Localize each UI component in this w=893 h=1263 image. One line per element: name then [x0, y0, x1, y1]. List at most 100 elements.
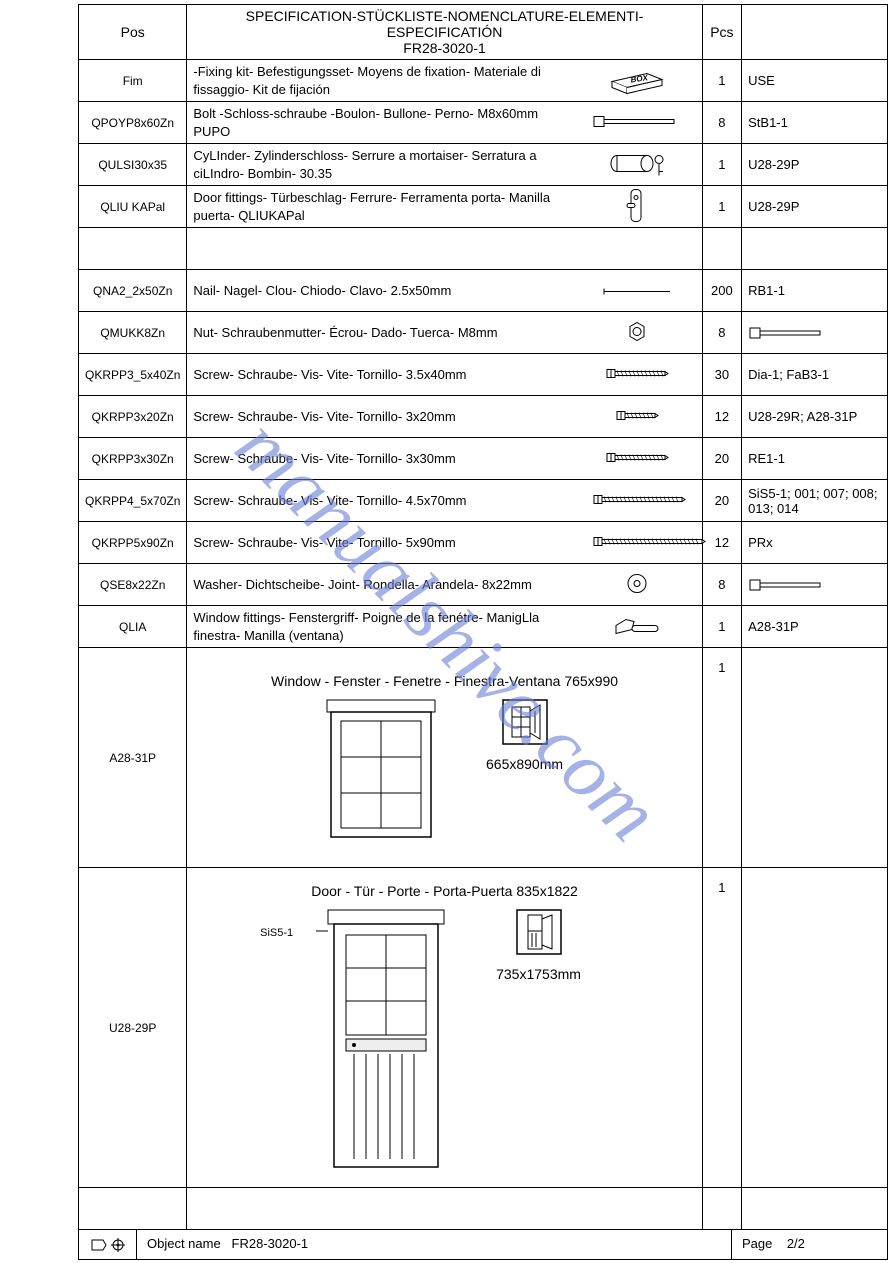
cell-ref-td: SiS5-1; 001; 007; 008; 013; 014 — [742, 480, 888, 522]
part-icon — [592, 149, 682, 180]
part-icon — [592, 283, 682, 298]
cell-ref: RB1-1 — [748, 283, 785, 298]
cell-ref: U28-29P — [748, 199, 799, 214]
header-title: SPECIFICATION-STÜCKLISTE-NOMENCLATURE-EL… — [187, 5, 702, 60]
cell-ref: RE1-1 — [748, 451, 785, 466]
cell-desc: Screw- Schraube- Vis- Vite- Tornillo- 3x… — [187, 438, 702, 480]
header-title-line2: FR28-3020-1 — [193, 40, 695, 56]
door-dim: 735x1753mm — [496, 966, 581, 982]
footer-icons — [79, 1230, 137, 1259]
table-row: QKRPP3x30ZnScrew- Schraube- Vis- Vite- T… — [79, 438, 888, 480]
footer-page-value: 2/2 — [787, 1236, 805, 1251]
cell-pcs: 8 — [702, 102, 741, 144]
window-drawing-icon — [326, 699, 436, 842]
table-row: Fim-Fixing kit- Befestigungsset- Moyens … — [79, 60, 888, 102]
window-content: 665x890mm — [193, 699, 695, 842]
cell-pcs: 20 — [702, 438, 741, 480]
cell-desc-text: Nut- Schraubenmutter- Écrou- Dado- Tuerc… — [193, 324, 497, 342]
door-pcs: 1 — [702, 868, 741, 1188]
window-thumb-block: 665x890mm — [486, 699, 563, 772]
cell-pcs: 12 — [702, 396, 741, 438]
cell-desc-text: -Fixing kit- Befestigungsset- Moyens de … — [193, 63, 563, 98]
cell-desc: Screw- Schraube- Vis- Vite- Tornillo- 3x… — [187, 396, 702, 438]
cell-desc: Washer- Dichtscheibe- Joint- Rondella- A… — [187, 564, 702, 606]
door-thumb-block: 735x1753mm — [496, 909, 581, 982]
cell-pcs: 8 — [702, 312, 741, 354]
cell-ref-td: StB1-1 — [742, 102, 888, 144]
door-side-label: SiS5-1 — [260, 927, 293, 939]
cell-pos: QULSI30x35 — [79, 144, 187, 186]
cell-ref-td — [742, 312, 888, 354]
door-row: U28-29P Door - Tür - Porte - Porta-Puert… — [79, 868, 888, 1188]
table-row: QKRPP5x90ZnScrew- Schraube- Vis- Vite- T… — [79, 522, 888, 564]
footer-row: Object name FR28-3020-1 Page 2/2 — [78, 1230, 888, 1260]
cell-desc-text: CyLInder- Zylinderschloss- Serrure a mor… — [193, 147, 563, 182]
cell-pcs: 8 — [702, 564, 741, 606]
door-drawing-block: SiS5-1 — [308, 909, 446, 1172]
specification-page: manualshive.com Pos SPECIFICATION-STÜCKL… — [0, 0, 893, 1260]
cell-ref-td: PRx — [742, 522, 888, 564]
cell-ref-td: U28-29P — [742, 186, 888, 228]
table-row: QPOYP8x60ZnBolt -Schloss-schraube -Boulo… — [79, 102, 888, 144]
table-row: QULSI30x35CyLInder- Zylinderschloss- Ser… — [79, 144, 888, 186]
table-row: QSE8x22Zn Washer- Dichtscheibe- Joint- Ro… — [79, 564, 888, 606]
table-row: QLIU KAPalDoor fittings- Türbeschlag- Fe… — [79, 186, 888, 228]
door-content: SiS5-1 — [193, 909, 695, 1172]
cell-ref-td: U28-29R; A28-31P — [742, 396, 888, 438]
door-desc-cell: Door - Tür - Porte - Porta-Puerta 835x18… — [187, 868, 702, 1188]
table-row: QMUKK8ZnNut- Schraubenmutter- Écrou- Dad… — [79, 312, 888, 354]
cell-desc: CyLInder- Zylinderschloss- Serrure a mor… — [187, 144, 702, 186]
cell-desc: Window fittings- Fenstergriff- Poigne de… — [187, 606, 702, 648]
table-row: QKRPP3_5x40Zn Screw- Schraube- Vis- Vite-… — [79, 354, 888, 396]
bolt-ref-icon — [748, 326, 881, 340]
table-header-row: Pos SPECIFICATION-STÜCKLISTE-NOMENCLATUR… — [79, 5, 888, 60]
cell-desc-text: Bolt -Schloss-schraube -Boulon- Bullone-… — [193, 105, 563, 140]
cell-desc: -Fixing kit- Befestigungsset- Moyens de … — [187, 60, 702, 102]
cell-ref: U28-29P — [748, 157, 799, 172]
cell-pos: QSE8x22Zn — [79, 564, 187, 606]
table-row — [79, 228, 888, 270]
cell-pos: QPOYP8x60Zn — [79, 102, 187, 144]
cell-desc: Nut- Schraubenmutter- Écrou- Dado- Tuerc… — [187, 312, 702, 354]
table-row: QKRPP4_5x70ZnScrew- Schraube- Vis- Vite-… — [79, 480, 888, 522]
header-pcs: Pcs — [702, 5, 741, 60]
cell-pos: QKRPP3_5x40Zn — [79, 354, 187, 396]
part-icon — [592, 535, 682, 550]
blank-row-bottom — [79, 1188, 888, 1230]
cell-pos: QKRPP3x30Zn — [79, 438, 187, 480]
cell-desc-text: Screw- Schraube- Vis- Vite- Tornillo- 4.… — [193, 492, 466, 510]
cell-pos: QNA2_2x50Zn — [79, 270, 187, 312]
footer-page-label: Page — [742, 1236, 772, 1251]
part-icon — [592, 367, 682, 382]
cell-ref: SiS5-1; 001; 007; 008; 013; 014 — [748, 486, 877, 516]
bolt-ref-icon — [748, 578, 881, 592]
cell-desc-text: Screw- Schraube- Vis- Vite- Tornillo- 3.… — [193, 366, 466, 384]
table-row: QKRPP3x20ZnScrew- Schraube- Vis- Vite- T… — [79, 396, 888, 438]
window-ref — [742, 648, 888, 868]
cell-desc-text: Nail- Nagel- Clou- Chiodo- Clavo- 2.5x50… — [193, 282, 451, 300]
part-icon — [592, 114, 682, 131]
cell-pcs: 1 — [702, 186, 741, 228]
part-icon — [592, 611, 682, 642]
door-title: Door - Tür - Porte - Porta-Puerta 835x18… — [193, 883, 695, 899]
window-desc-cell: Window - Fenster - Fenetre - Finestra-Ve… — [187, 648, 702, 868]
part-icon — [592, 451, 682, 466]
window-pcs: 1 — [702, 648, 741, 868]
cell-pos: QLIA — [79, 606, 187, 648]
projection-icon — [91, 1239, 107, 1251]
cell-ref: A28-31P — [748, 619, 799, 634]
footer-object-name: Object name FR28-3020-1 — [137, 1230, 732, 1259]
cell-desc-text: Screw- Schraube- Vis- Vite- Tornillo- 5x… — [193, 534, 455, 552]
cell-desc-text: Washer- Dichtscheibe- Joint- Rondella- A… — [193, 576, 531, 594]
door-thumb-icon — [516, 909, 562, 955]
cell-ref-td: Dia-1; FaB3-1 — [742, 354, 888, 396]
cell-pcs: 1 — [702, 606, 741, 648]
part-icon — [592, 320, 682, 345]
footer-object-value: FR28-3020-1 — [232, 1236, 309, 1251]
header-title-line1: SPECIFICATION-STÜCKLISTE-NOMENCLATURE-EL… — [193, 8, 695, 40]
header-pos: Pos — [79, 5, 187, 60]
part-icon: BOX — [592, 63, 682, 98]
cell-pos: Fim — [79, 60, 187, 102]
cell-ref: PRx — [748, 535, 773, 550]
cell-pcs: 1 — [702, 144, 741, 186]
